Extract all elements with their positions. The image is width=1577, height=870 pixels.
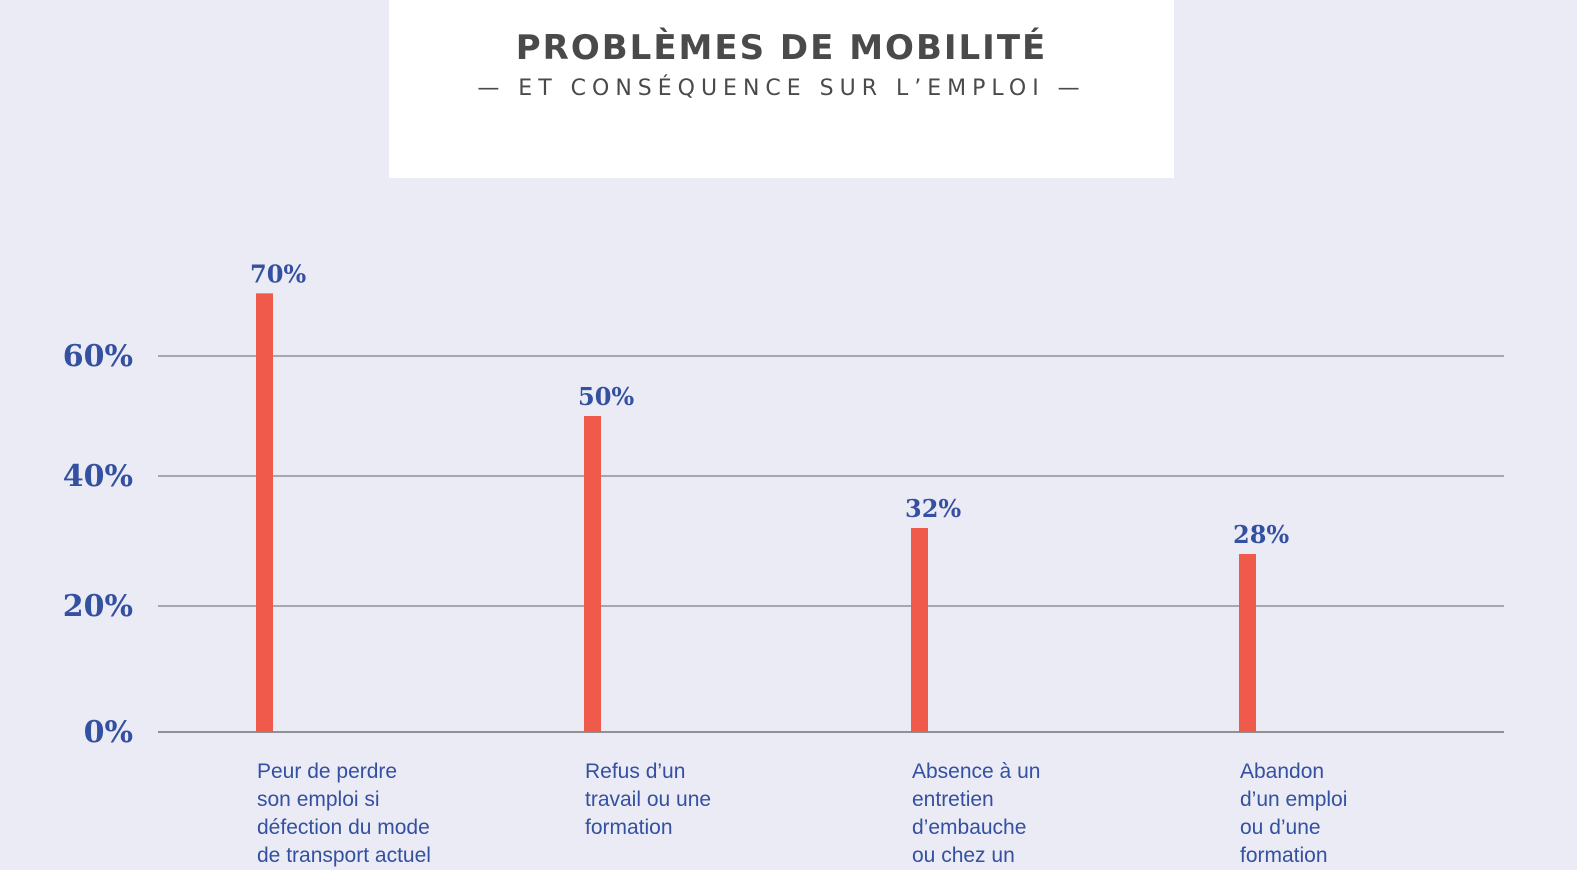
bar: [1239, 554, 1256, 732]
category-label-line: d’un emploi: [1240, 788, 1348, 811]
value-label: 70%: [250, 259, 306, 288]
value-label: 28%: [1233, 520, 1289, 549]
chart-subtitle: — ET CONSÉQUENCE SUR L’EMPLOI —: [477, 76, 1086, 101]
category-label-line: entretien: [912, 788, 994, 811]
category-label-line: formation: [1240, 844, 1328, 867]
y-tick-label: 0%: [84, 715, 133, 750]
bar: [256, 293, 273, 732]
y-tick-label: 40%: [63, 459, 133, 494]
category-label: Absence à un entretien d’embauche ou chez u…: [912, 758, 1112, 870]
value-label: 32%: [905, 494, 961, 523]
value-label: 50%: [578, 382, 634, 411]
category-label-line: ou d’une: [1240, 816, 1321, 839]
category-label-line: Absence à un: [912, 760, 1041, 783]
category-label-line: formation: [585, 816, 673, 839]
category-label-line: Refus d’un: [585, 760, 686, 783]
category-label-line: d’embauche: [912, 816, 1027, 839]
y-tick-label: 60%: [63, 339, 133, 374]
category-label-line: Peur de perdre: [257, 760, 398, 783]
y-tick-label: 20%: [63, 589, 133, 624]
bar: [584, 416, 601, 732]
category-label-line: travail ou une: [585, 788, 712, 811]
bar: [911, 528, 928, 732]
category-label-line: de transport actuel: [257, 844, 431, 867]
category-label-line: défection du mode: [257, 816, 430, 839]
category-label: Abandon d’un emploi ou d’une formation: [1240, 758, 1440, 870]
title-box: PROBLÈMES DE MOBILITÉ — ET CONSÉQUENCE S…: [389, 0, 1174, 178]
category-label: Refus d’un travail ou une formation: [585, 758, 785, 842]
category-label: Peur de perdre son emploi si défection du …: [257, 758, 457, 870]
category-label-line: son emploi si: [257, 788, 380, 811]
chart-title: PROBLÈMES DE MOBILITÉ: [515, 28, 1048, 68]
category-label-line: ou chez un: [912, 844, 1015, 867]
category-label-line: Abandon: [1240, 760, 1325, 783]
